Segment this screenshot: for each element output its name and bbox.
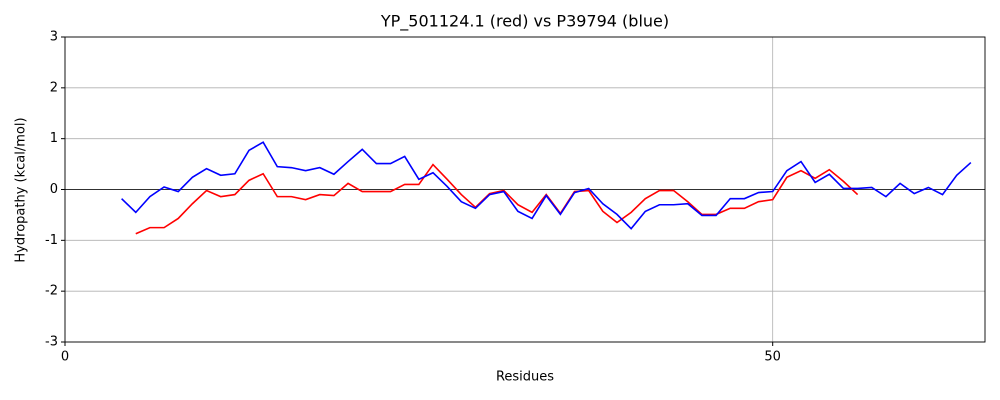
plot-frame xyxy=(64,36,986,343)
chart-title: YP_501124.1 (red) vs P39794 (blue) xyxy=(380,12,669,32)
data-line xyxy=(121,141,972,230)
y-tick-label: 0 xyxy=(50,182,58,197)
x-tick-label: 0 xyxy=(61,350,69,365)
y-tick-label: -3 xyxy=(45,335,58,350)
y-tick-label: -2 xyxy=(45,284,58,299)
y-tick-label: 3 xyxy=(50,30,58,45)
x-tick-label: 50 xyxy=(764,350,781,365)
y-tick-label: 2 xyxy=(50,80,58,95)
y-tick-label: -1 xyxy=(45,233,58,248)
y-axis-label: Hydropathy (kcal/mol) xyxy=(14,117,29,262)
x-axis-label: Residues xyxy=(496,370,554,385)
y-tick-label: 1 xyxy=(50,131,58,146)
data-line xyxy=(135,163,859,235)
